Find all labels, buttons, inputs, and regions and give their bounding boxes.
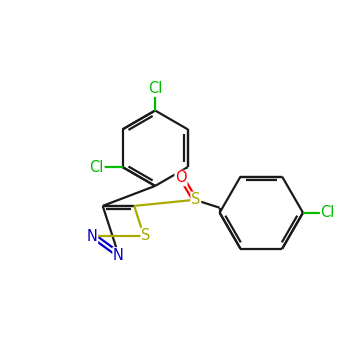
Text: Cl: Cl xyxy=(148,81,162,96)
Text: Cl: Cl xyxy=(90,160,104,175)
Text: N: N xyxy=(113,248,124,263)
Text: Cl: Cl xyxy=(321,205,335,220)
Text: N: N xyxy=(86,229,97,244)
Text: S: S xyxy=(191,192,201,207)
Text: S: S xyxy=(141,228,150,243)
Text: O: O xyxy=(175,170,187,186)
